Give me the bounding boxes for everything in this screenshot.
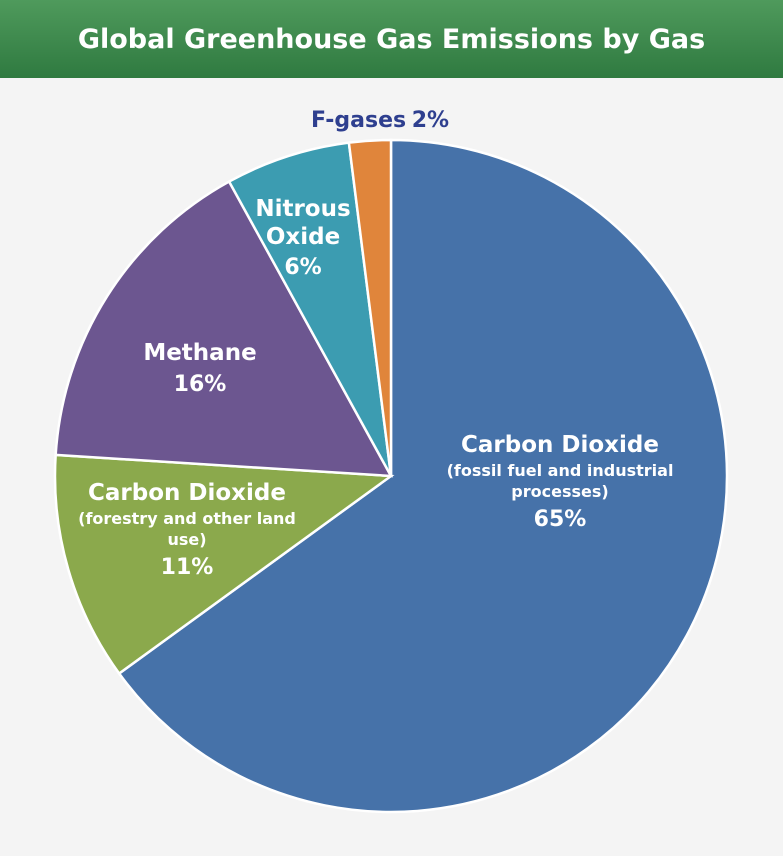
- slice-label: Methane 16%: [120, 340, 280, 398]
- slice-label: Carbon Dioxide (forestry and other land u…: [67, 480, 307, 581]
- pie-slice: [54, 179, 394, 478]
- chart-title: Global Greenhouse Gas Emissions by Gas: [77, 23, 706, 55]
- slice-name: F-gases: [310, 108, 407, 133]
- title-banner: Global Greenhouse Gas Emissions by Gas: [0, 0, 783, 78]
- slice-value-label: 11%: [160, 554, 214, 580]
- pie-slice: [117, 138, 729, 814]
- slice-label: Carbon Dioxide (fossil fuel and industria…: [410, 432, 710, 533]
- slice-value-label: 2%: [411, 108, 450, 133]
- slice-name: Nitrous Oxide: [255, 196, 351, 250]
- slice-label: F-gases 2%: [280, 108, 480, 134]
- pie-slice: [347, 138, 393, 477]
- slice-value-label: 16%: [173, 371, 227, 397]
- pie-slice: [53, 453, 395, 676]
- slice-name: Methane: [143, 340, 257, 366]
- slice-label: Nitrous Oxide 6%: [253, 196, 353, 282]
- slice-note: (forestry and other land use): [78, 508, 296, 550]
- slice-name: Carbon Dioxide: [88, 480, 286, 506]
- pie-slice: [227, 141, 393, 477]
- slice-name: Carbon Dioxide: [461, 432, 659, 458]
- slice-note: (fossil fuel and industrial processes): [446, 460, 674, 502]
- slice-value-label: 65%: [533, 506, 587, 532]
- slice-value-label: 6%: [284, 255, 322, 281]
